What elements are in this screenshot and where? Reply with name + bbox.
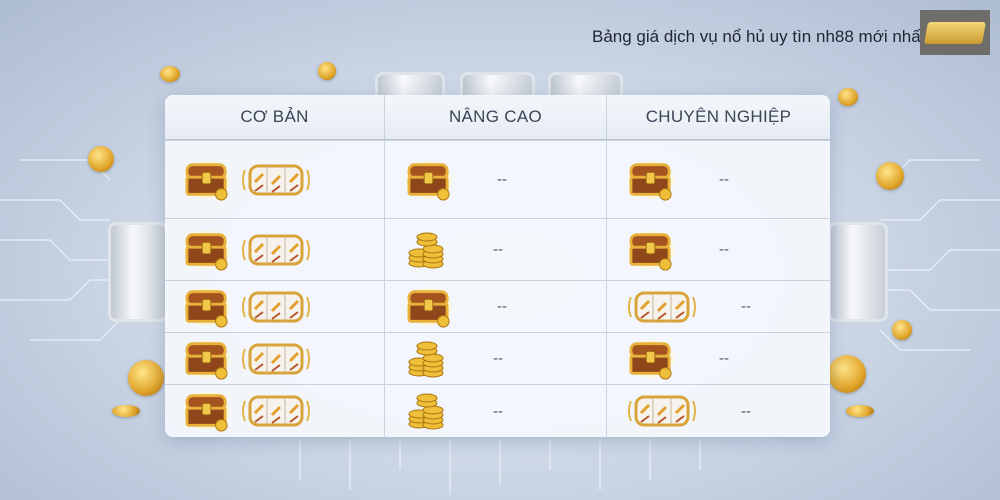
value: -- [741, 298, 751, 315]
treasure-chest-icon [183, 229, 231, 271]
header-pro: CHUYÊN NGHIỆP [606, 95, 830, 139]
coin-icon [112, 405, 140, 417]
table-row: -- -- [165, 332, 830, 384]
slot-reel-icon [241, 393, 311, 429]
page-title: Bảng giá dịch vụ nổ hủ uy tìn nh88 mới n… [592, 27, 968, 46]
cell-advanced: -- [384, 219, 606, 280]
table-header: CƠ BẢN NÂNG CAO CHUYÊN NGHIỆP [165, 95, 830, 140]
coin-icon [318, 62, 336, 80]
cell-advanced: -- [384, 281, 606, 332]
value: -- [719, 171, 729, 188]
cell-pro: -- [606, 281, 830, 332]
value: -- [497, 171, 507, 188]
value: -- [741, 402, 751, 420]
cell-basic [165, 219, 384, 280]
value: -- [493, 241, 503, 258]
slot-reel-icon [627, 289, 697, 325]
table-row: -- -- [165, 384, 830, 437]
table-row: -- -- [165, 280, 830, 332]
slot-reel-icon [241, 341, 311, 377]
treasure-chest-icon [183, 338, 231, 380]
value: -- [719, 350, 729, 367]
value: -- [493, 350, 503, 367]
logo-mark [924, 21, 986, 44]
slot-reel-icon [241, 232, 311, 268]
cell-advanced: -- [384, 385, 606, 437]
cell-pro: -- [606, 333, 830, 384]
treasure-chest-icon [183, 159, 231, 201]
slot-reel-decoration [828, 222, 888, 322]
cell-basic [165, 141, 384, 218]
coin-icon [838, 88, 858, 106]
treasure-chest-icon [627, 159, 675, 201]
value: -- [719, 241, 729, 258]
header-advanced: NÂNG CAO [384, 95, 606, 139]
coin-icon [160, 66, 180, 82]
header-basic: CƠ BẢN [240, 107, 309, 126]
coin-icon [128, 360, 164, 396]
treasure-chest-icon [627, 229, 675, 271]
coin-icon [892, 320, 912, 340]
cell-basic [165, 385, 384, 437]
treasure-chest-icon [627, 338, 675, 380]
value: -- [493, 402, 503, 420]
treasure-chest-icon [183, 286, 231, 328]
cell-pro: -- [606, 141, 830, 218]
cell-basic [165, 281, 384, 332]
coin-stack-icon [405, 391, 449, 431]
coin-icon [846, 405, 874, 417]
coin-icon [876, 162, 904, 190]
coin-stack-icon [405, 230, 449, 270]
cell-pro: -- [606, 219, 830, 280]
cell-pro: -- [606, 385, 830, 437]
slot-reel-icon [241, 162, 311, 198]
treasure-chest-icon [405, 286, 453, 328]
coin-icon [88, 146, 114, 172]
table-row: -- -- [165, 218, 830, 280]
table-row: -- -- [165, 140, 830, 218]
cell-advanced: -- [384, 141, 606, 218]
slot-reel-decoration [108, 222, 168, 322]
treasure-chest-icon [183, 390, 231, 432]
coin-stack-icon [405, 339, 449, 379]
cell-basic [165, 333, 384, 384]
price-table: CƠ BẢN NÂNG CAO CHUYÊN NGHIỆP -- -- -- -… [165, 95, 830, 437]
brand-logo [920, 10, 990, 55]
slot-reel-icon [241, 289, 311, 325]
cell-advanced: -- [384, 333, 606, 384]
treasure-chest-icon [405, 159, 453, 201]
coin-icon [828, 355, 866, 393]
slot-reel-icon [627, 393, 697, 429]
value: -- [497, 298, 507, 315]
